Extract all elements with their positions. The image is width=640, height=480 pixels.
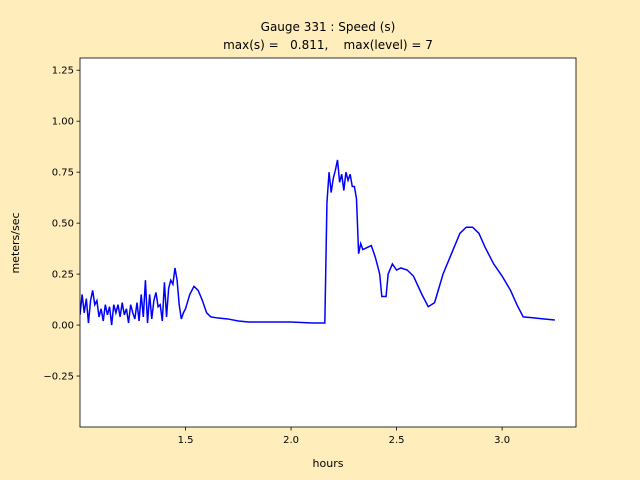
y-tick-label: 0.50 [52,219,74,230]
y-tick-label: 0.00 [52,321,74,332]
axes-frame [79,57,577,428]
y-axis-label: meters/sec [9,212,22,273]
plot-area [80,58,576,427]
data-line [80,159,555,326]
chart-subtitle: max(s) = 0.811, max(level) = 7 [223,38,433,52]
x-tick-label: 2.5 [389,435,405,446]
y-tick-label: −0.25 [43,372,74,383]
x-tick-label: 3.0 [494,435,510,446]
y-tick-label: 1.25 [52,66,74,77]
y-tick-label: 1.00 [52,117,74,128]
y-tick-label: 0.75 [52,168,74,179]
x-tick-label: 2.0 [283,435,299,446]
chart-title: Gauge 331 : Speed (s) [261,20,396,34]
y-tick-label: 0.25 [52,270,74,281]
x-axis-label: hours [313,457,344,470]
x-tick-label: 1.5 [178,435,194,446]
